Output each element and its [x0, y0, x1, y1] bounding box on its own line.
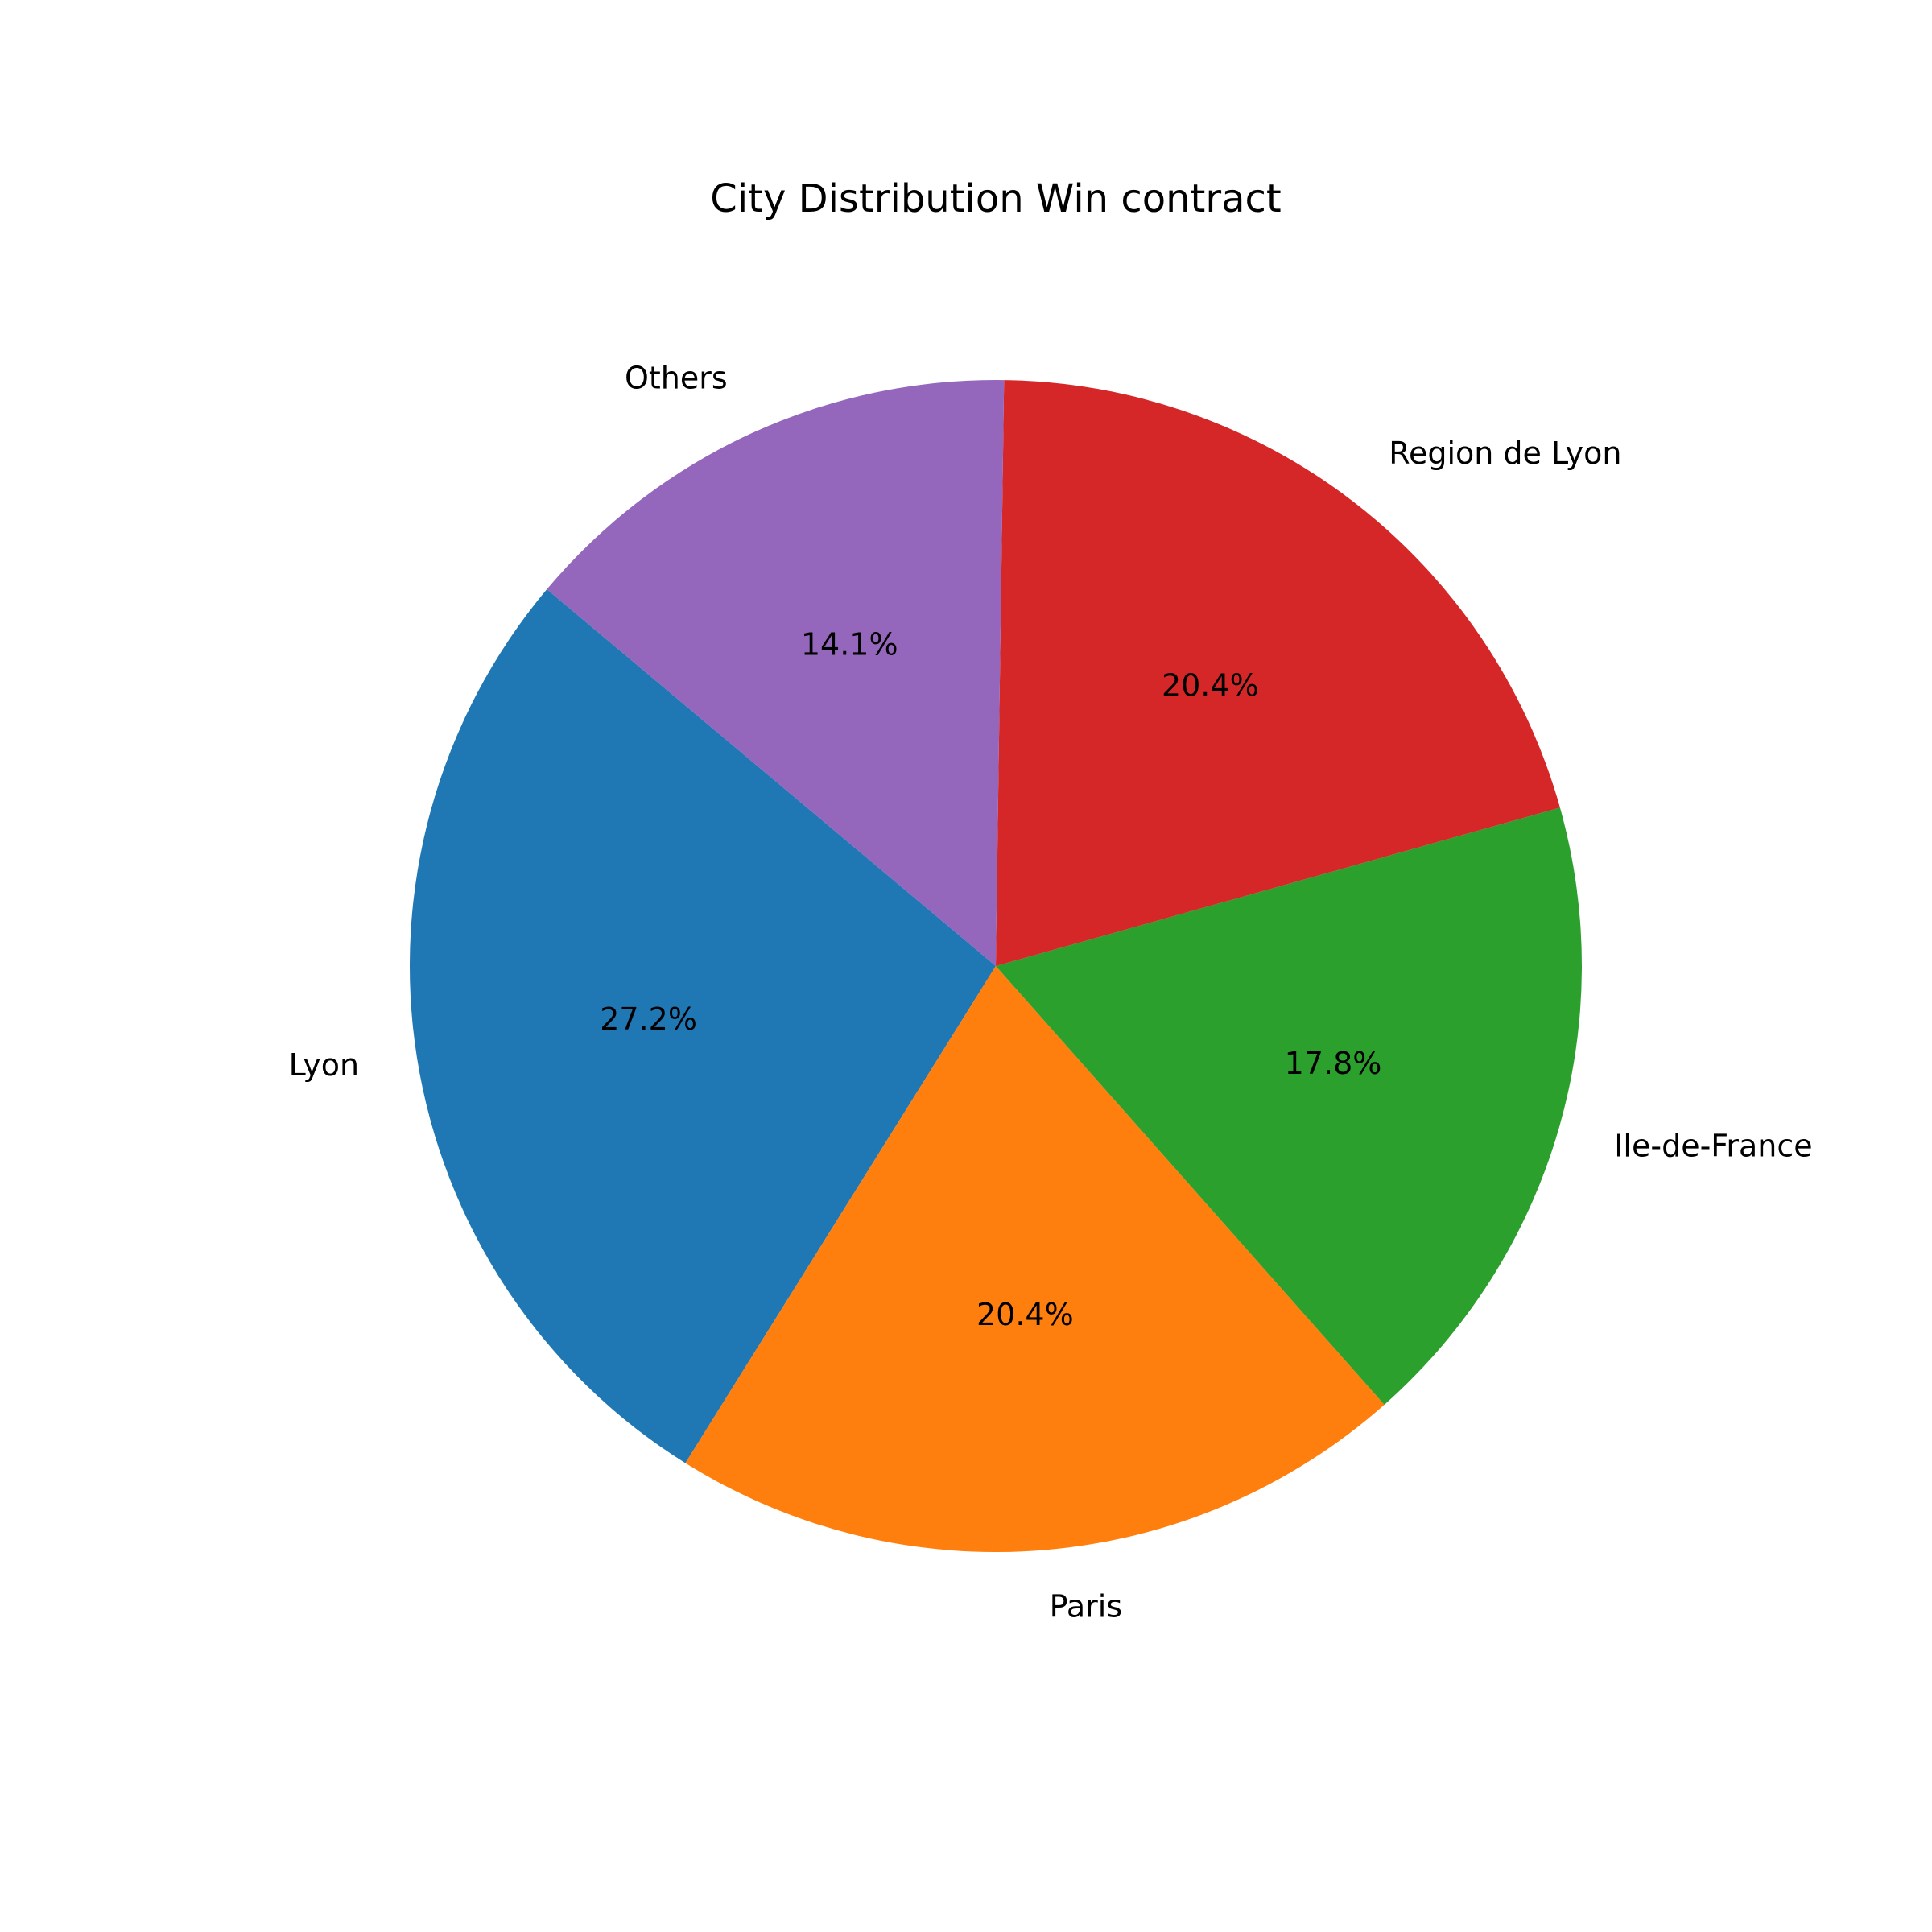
pct-label-ile-de-france: 17.8%: [1285, 1046, 1382, 1081]
slice-label-paris: Paris: [1050, 1589, 1122, 1624]
slice-label-lyon: Lyon: [289, 1047, 360, 1083]
pct-label-others: 14.1%: [801, 626, 898, 662]
slice-label-ile-de-france: Ile-de-France: [1614, 1129, 1812, 1164]
pie-slice-paris: [685, 966, 1385, 1552]
slice-label-region-de-lyon: Region de Lyon: [1389, 436, 1621, 471]
pct-label-lyon: 27.2%: [600, 1001, 697, 1037]
pie-slice-others: [547, 379, 1005, 966]
pie-slice-ile-de-france: [996, 807, 1582, 1405]
pie-slices: [409, 379, 1582, 1552]
pie-slice-lyon: [409, 589, 997, 1463]
pie-slice-region-de-lyon: [996, 380, 1560, 966]
pct-label-region-de-lyon: 20.4%: [1162, 667, 1259, 703]
pie-labels: Lyon 27.2% Paris 20.4% Ile-de-France 17.8% Reg…: [289, 360, 1813, 1624]
pct-label-paris: 20.4%: [976, 1297, 1074, 1332]
chart-title: City Distribution Win contract: [710, 176, 1281, 221]
slice-label-others: Others: [625, 360, 728, 395]
